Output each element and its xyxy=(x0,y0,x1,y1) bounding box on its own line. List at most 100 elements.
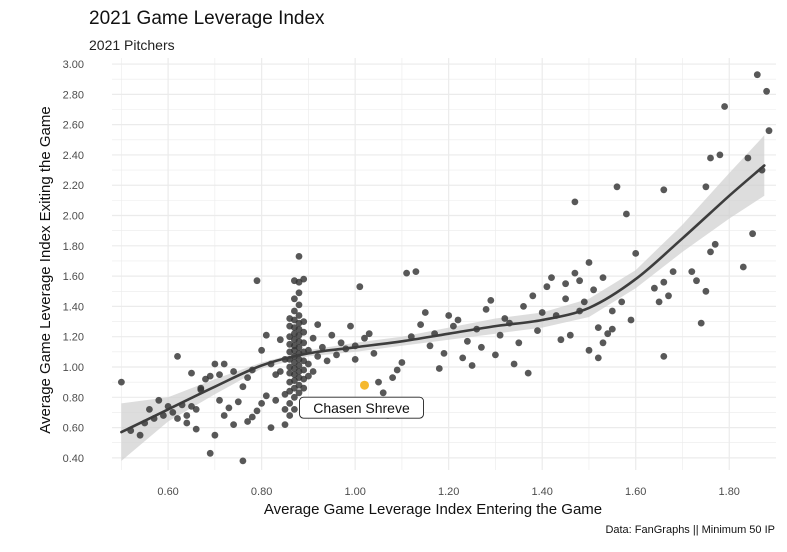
data-point xyxy=(262,331,270,339)
data-point xyxy=(239,457,247,465)
grid-lines xyxy=(112,58,776,470)
data-point xyxy=(169,409,177,416)
data-point xyxy=(398,359,406,366)
data-point xyxy=(281,406,289,413)
data-point xyxy=(370,350,378,357)
data-point xyxy=(417,321,424,328)
data-point xyxy=(300,318,308,325)
data-point xyxy=(300,366,308,374)
data-point xyxy=(613,183,621,191)
data-point xyxy=(440,350,448,357)
data-point xyxy=(286,400,294,407)
x-tick-label: 1.00 xyxy=(344,486,365,498)
data-point xyxy=(669,268,677,275)
data-point xyxy=(295,289,303,297)
x-axis-title: Average Game Leverage Index Entering the… xyxy=(264,501,602,518)
data-point xyxy=(454,316,462,324)
data-point xyxy=(361,334,368,342)
data-point xyxy=(295,343,303,351)
data-point xyxy=(239,383,247,391)
data-point xyxy=(253,277,261,285)
data-point xyxy=(174,415,181,422)
data-point xyxy=(276,336,284,344)
data-point xyxy=(660,353,668,360)
y-tick-label: 2.40 xyxy=(63,150,84,162)
data-point xyxy=(450,322,457,330)
data-point xyxy=(188,369,195,377)
data-point xyxy=(765,127,773,135)
highlight-group: Chasen Shreve xyxy=(299,380,424,419)
y-axis-title: Average Game Leverage Index Exiting the … xyxy=(37,106,54,433)
data-point xyxy=(234,398,242,406)
data-point xyxy=(272,371,280,378)
data-point xyxy=(716,151,724,159)
data-point xyxy=(548,274,555,281)
data-point xyxy=(291,406,298,413)
x-tick-label: 1.80 xyxy=(719,486,740,498)
data-point xyxy=(702,183,710,191)
data-point xyxy=(697,319,705,327)
data-point xyxy=(608,307,616,315)
data-point xyxy=(660,186,668,194)
data-point xyxy=(319,343,326,351)
data-point xyxy=(267,424,275,431)
data-point xyxy=(305,360,312,368)
data-point xyxy=(192,406,200,413)
data-point xyxy=(146,406,153,413)
data-point xyxy=(571,269,579,277)
data-point xyxy=(347,322,354,330)
data-point xyxy=(478,343,485,351)
data-point xyxy=(749,230,756,238)
data-point xyxy=(693,277,700,285)
data-point xyxy=(300,339,308,347)
data-point xyxy=(576,277,583,285)
data-point xyxy=(244,418,252,425)
data-point xyxy=(220,412,228,419)
data-point xyxy=(155,396,163,404)
data-point xyxy=(351,356,359,363)
y-tick-labels: 0.40 0.60 0.80 1.00 1.20 1.40 1.60 1.80 2.00 2.20… xyxy=(63,59,84,465)
data-point xyxy=(220,360,228,368)
data-point xyxy=(216,371,223,378)
data-point xyxy=(225,404,233,412)
smooth-trend-line xyxy=(120,164,766,434)
data-point xyxy=(515,339,523,347)
data-point xyxy=(295,362,303,369)
chart-title: 2021 Game Leverage Index xyxy=(89,8,325,29)
data-point xyxy=(580,298,588,306)
data-point xyxy=(253,407,261,415)
data-point xyxy=(585,346,593,354)
data-point xyxy=(286,412,294,419)
highlight-label-box xyxy=(299,396,424,419)
data-point xyxy=(464,337,471,345)
y-tick-label: 1.40 xyxy=(63,301,84,313)
y-tick-label: 0.40 xyxy=(63,453,84,465)
y-tick-label: 0.80 xyxy=(63,392,84,404)
data-point xyxy=(632,250,640,257)
data-point xyxy=(295,389,303,397)
data-point xyxy=(707,248,714,256)
data-point xyxy=(623,210,630,218)
y-tick-label: 2.80 xyxy=(63,89,84,101)
data-point xyxy=(487,297,495,304)
data-point xyxy=(604,330,612,338)
data-point xyxy=(562,295,569,303)
data-point xyxy=(557,336,565,344)
data-point xyxy=(356,283,364,291)
data-point xyxy=(389,374,396,381)
data-point xyxy=(543,283,551,291)
data-point xyxy=(300,275,308,283)
data-point xyxy=(510,360,518,368)
data-point xyxy=(763,87,770,95)
smooth-line xyxy=(120,164,766,434)
data-point xyxy=(520,303,527,310)
data-point xyxy=(258,400,265,407)
data-point xyxy=(300,328,308,336)
data-point xyxy=(594,354,602,362)
data-point xyxy=(594,324,602,331)
data-point xyxy=(183,419,191,427)
data-point xyxy=(309,368,317,375)
data-point xyxy=(192,425,200,433)
data-point xyxy=(365,330,373,338)
data-point xyxy=(608,325,616,333)
